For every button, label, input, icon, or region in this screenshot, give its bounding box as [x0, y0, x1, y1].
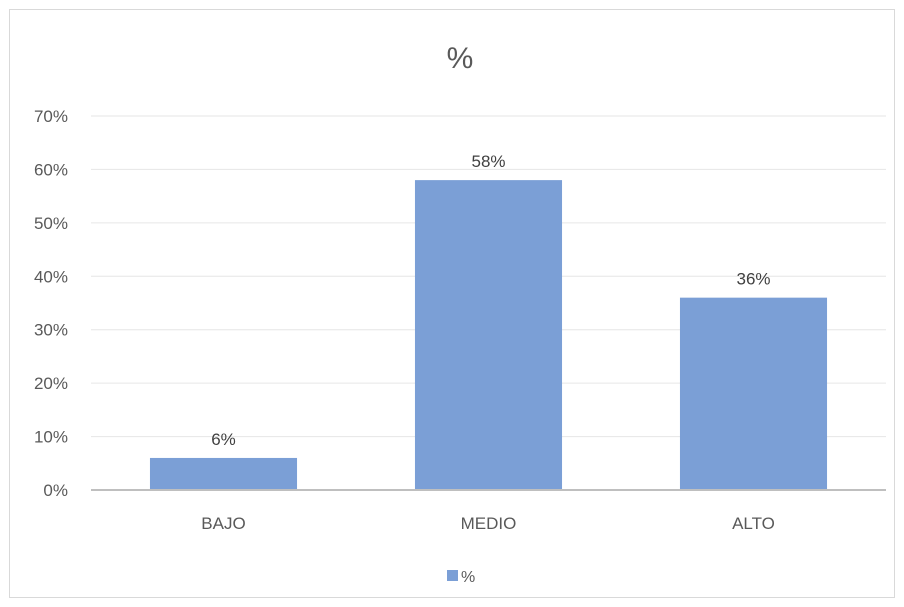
x-tick-label: ALTO [732, 514, 775, 533]
chart-title: % [447, 42, 474, 75]
x-axis-categories: BAJO MEDIO ALTO [201, 514, 775, 533]
y-tick-label: 40% [34, 267, 68, 286]
x-tick-label: MEDIO [461, 514, 517, 533]
y-tick-label: 30% [34, 321, 68, 340]
legend-label-series: % [461, 569, 475, 586]
data-label: 36% [736, 270, 770, 289]
bars [149, 180, 828, 490]
y-axis-ticks: 0% 10% 20% 30% 40% 50% 60% 70% [34, 107, 68, 500]
y-tick-label: 20% [34, 374, 68, 393]
y-tick-label: 0% [43, 481, 68, 500]
y-tick-label: 60% [34, 160, 68, 179]
bar-alto [679, 297, 828, 490]
bar-medio [414, 180, 563, 490]
bar-bajo [149, 457, 298, 490]
data-label: 6% [211, 430, 236, 449]
y-tick-label: 10% [34, 428, 68, 447]
data-labels: 6% 58% 36% [211, 152, 770, 449]
y-tick-label: 70% [34, 107, 68, 126]
legend: % [447, 569, 475, 586]
data-label: 58% [471, 152, 505, 171]
y-tick-label: 50% [34, 214, 68, 233]
legend-swatch [447, 570, 458, 581]
x-tick-label: BAJO [201, 514, 245, 533]
